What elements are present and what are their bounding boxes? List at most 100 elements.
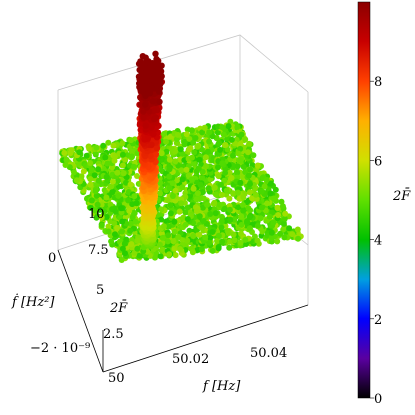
background-point [215, 173, 222, 180]
background-point [119, 245, 126, 252]
background-point [86, 145, 93, 152]
background-point [195, 165, 202, 172]
background-point [179, 176, 186, 183]
peak-point [143, 77, 150, 84]
background-point [177, 146, 184, 153]
background-point [230, 152, 236, 159]
background-point [294, 226, 301, 233]
colorbar-tick-label: 2 [374, 313, 382, 328]
background-point [91, 172, 98, 179]
background-point [199, 129, 206, 136]
background-point [183, 131, 190, 138]
background-point [133, 200, 140, 207]
background-point [203, 163, 209, 170]
background-point [204, 148, 211, 155]
background-point [264, 200, 271, 207]
background-point [111, 157, 118, 164]
background-point [226, 206, 233, 213]
background-point [93, 144, 100, 151]
background-point [191, 149, 198, 156]
background-point [280, 220, 287, 227]
x-tick-50.04: 50.04 [250, 346, 287, 361]
background-point [254, 162, 261, 169]
background-point [122, 250, 128, 257]
background-point [196, 231, 203, 238]
background-point [157, 179, 164, 186]
background-point [204, 201, 211, 208]
background-point [197, 181, 204, 188]
background-point [196, 156, 203, 163]
background-point [202, 234, 209, 241]
peak-point [142, 101, 149, 108]
background-point [83, 152, 90, 159]
background-point [215, 164, 221, 171]
background-point [230, 190, 237, 197]
background-point [235, 150, 242, 157]
background-point [274, 204, 281, 211]
background-point [218, 218, 225, 225]
background-point [227, 216, 234, 223]
background-point [193, 208, 200, 215]
background-point [172, 187, 179, 194]
background-point [171, 218, 178, 225]
background-point [183, 166, 190, 173]
background-point [234, 163, 241, 170]
x-tick-50: 50 [108, 371, 125, 386]
background-point [211, 184, 218, 191]
background-point [210, 201, 217, 207]
background-point [268, 234, 275, 241]
background-point [115, 192, 122, 199]
background-point [127, 227, 134, 234]
background-point [199, 204, 206, 211]
background-point [128, 137, 134, 144]
background-point [189, 154, 195, 161]
background-point [218, 191, 225, 198]
background-point [215, 232, 222, 239]
peak-point [158, 62, 165, 69]
background-point [202, 154, 209, 161]
background-point [73, 177, 80, 184]
background-point [95, 166, 102, 173]
background-point [179, 150, 186, 157]
background-point [193, 196, 200, 203]
peak-point [149, 98, 156, 105]
background-point [178, 167, 185, 174]
background-point [156, 241, 163, 248]
background-point [237, 145, 244, 152]
background-point [217, 146, 224, 153]
peak-point [157, 68, 165, 75]
background-point [245, 149, 251, 156]
background-point [263, 177, 270, 183]
background-point [226, 244, 233, 251]
background-point [128, 241, 135, 248]
background-point [246, 189, 253, 196]
z-tick-7.5: 7.5 [88, 243, 109, 258]
background-point [201, 124, 208, 131]
peak-point [139, 53, 146, 60]
background-point [61, 150, 68, 156]
background-point [281, 215, 288, 222]
background-point [163, 138, 169, 145]
colorbar-tick-label: 8 [374, 75, 382, 90]
background-point [281, 234, 288, 241]
peak-point [142, 85, 149, 92]
background-point [167, 210, 174, 217]
background-point [76, 149, 83, 156]
background-point [112, 208, 119, 215]
background-point [71, 169, 77, 176]
background-point [235, 189, 241, 196]
background-point [87, 204, 94, 211]
background-point [118, 257, 125, 263]
background-point [206, 138, 213, 145]
background-point [275, 212, 282, 218]
background-point [223, 187, 230, 194]
background-point [247, 166, 253, 173]
peak-point [153, 144, 161, 152]
background-point [166, 166, 173, 173]
background-point [258, 188, 265, 195]
background-point [221, 205, 228, 212]
background-point [102, 154, 109, 161]
background-point [169, 193, 176, 199]
background-point [168, 145, 175, 152]
background-point [230, 231, 237, 238]
